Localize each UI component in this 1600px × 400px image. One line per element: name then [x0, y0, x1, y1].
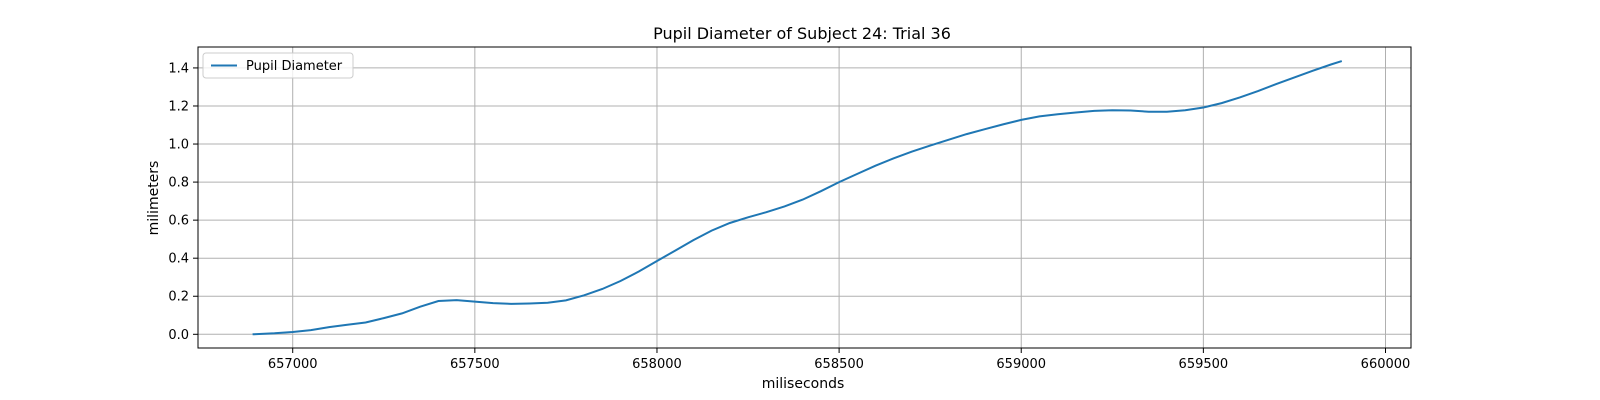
y-tick-label: 0.4 [168, 252, 189, 267]
x-tick-label: 659000 [996, 357, 1046, 372]
x-tick-label: 658500 [814, 357, 864, 372]
y-tick-label: 0.0 [168, 328, 189, 343]
y-tick-label: 0.8 [168, 176, 189, 191]
x-tick-label: 659500 [1179, 357, 1229, 372]
x-tick-label: 660000 [1361, 357, 1411, 372]
x-tick-label: 658000 [632, 357, 682, 372]
x-tick-label: 657000 [268, 357, 318, 372]
series-line-pupil-diameter [252, 60, 1343, 336]
y-tick-label: 0.6 [168, 214, 189, 229]
chart-title: Pupil Diameter of Subject 24: Trial 36 [653, 24, 951, 43]
y-axis-label: milimeters [146, 161, 162, 236]
x-axis-ticks: 657000 657500 658000 658500 659000 659500 6600… [268, 348, 1410, 372]
plot-area-frame [197, 46, 1412, 349]
grid-lines [198, 47, 1411, 348]
y-tick-label: 1.4 [168, 61, 189, 76]
y-axis-ticks: 0.0 0.2 0.4 0.6 0.8 1.0 1.2 1.4 [168, 61, 198, 343]
y-tick-label: 1.2 [168, 99, 189, 114]
x-tick-label: 657500 [450, 357, 500, 372]
legend-box [202, 52, 354, 79]
x-axis-label: miliseconds [762, 376, 845, 392]
y-tick-label: 0.2 [168, 290, 189, 305]
legend: Pupil Diameter [202, 52, 354, 79]
y-tick-label: 1.0 [168, 138, 189, 153]
legend-label: Pupil Diameter [246, 59, 343, 74]
